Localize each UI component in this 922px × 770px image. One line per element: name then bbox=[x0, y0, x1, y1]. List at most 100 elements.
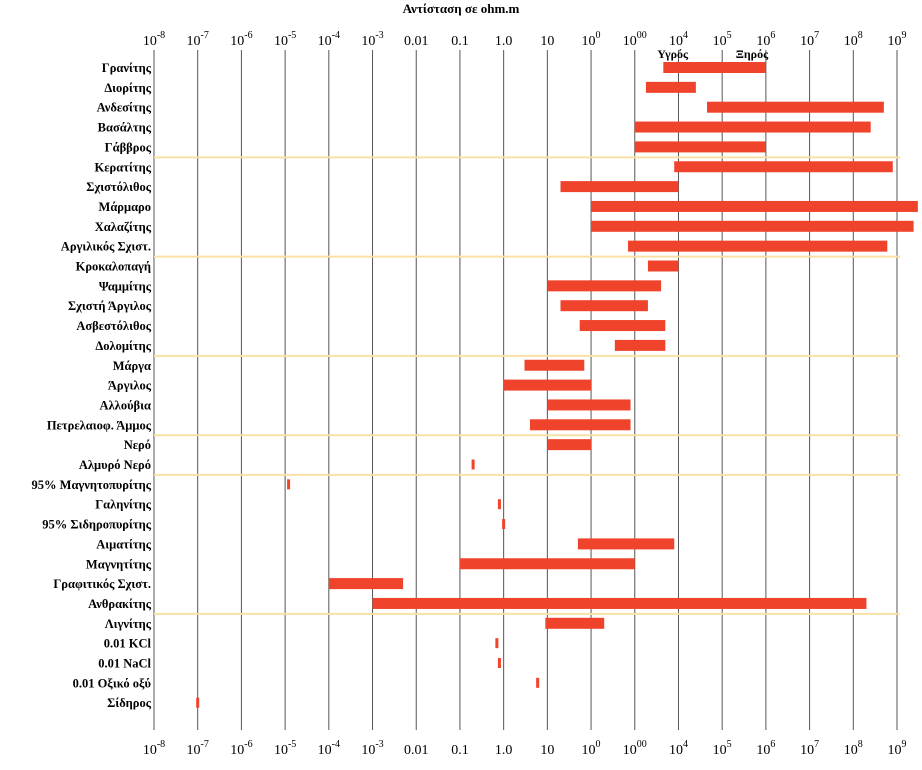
range-bar bbox=[524, 359, 585, 371]
row-label: Λιγνίτης bbox=[105, 617, 152, 631]
tick-label-top: 106 bbox=[756, 30, 775, 49]
tick-label-top: 10-4 bbox=[318, 30, 340, 49]
top-tick-labels: 10-8 10-7 10-6 10-5 10-4 10-3 0.01 0.1 1.0 10 100 1… bbox=[143, 30, 907, 49]
tick-label-top: 10-6 bbox=[230, 30, 252, 49]
tick-label-bottom: 100 bbox=[582, 739, 601, 758]
row-label: Ψαμμίτης bbox=[99, 279, 152, 293]
tick-label-bottom: 10-3 bbox=[361, 739, 383, 758]
tick-label-bottom: 107 bbox=[800, 739, 819, 758]
row-label: Ασβεστόλιθος bbox=[76, 319, 151, 333]
tick-label-bottom: 105 bbox=[713, 739, 732, 758]
row-label: Αργιλικός Σχιστ. bbox=[61, 240, 151, 254]
range-bar bbox=[471, 459, 475, 470]
tick-label-top: 0.1 bbox=[451, 34, 469, 49]
range-bar bbox=[634, 141, 766, 153]
range-bar bbox=[196, 697, 200, 708]
row-label: Σχιστόλιθος bbox=[86, 180, 151, 194]
row-label: Σχιστή Άργιλος bbox=[68, 299, 152, 313]
row-label: Δολομίτης bbox=[95, 339, 151, 353]
row-label: Χαλαζίτης bbox=[95, 220, 152, 234]
range-bar bbox=[372, 597, 867, 609]
range-bar bbox=[497, 658, 501, 668]
range-bar bbox=[560, 300, 648, 312]
annotation-dry: Ξηρός bbox=[735, 47, 769, 61]
tick-label-bottom: 10-5 bbox=[274, 739, 296, 758]
tick-label-top: 1.0 bbox=[495, 34, 513, 49]
tick-label-top: 0.01 bbox=[404, 34, 429, 49]
row-label: 95% Σιδηροπυρίτης bbox=[42, 518, 151, 532]
row-label: Γαληνίτης bbox=[95, 498, 151, 512]
tick-label-top: 10-7 bbox=[187, 30, 209, 49]
range-bars bbox=[196, 62, 918, 708]
row-label: 0.01 Οξικό οξύ bbox=[73, 676, 152, 690]
tick-label-top: 10 bbox=[540, 34, 554, 49]
range-bar bbox=[579, 320, 666, 332]
tick-label-top: 105 bbox=[713, 30, 732, 49]
tick-label-top: 104 bbox=[669, 30, 688, 49]
tick-label-top: 108 bbox=[844, 30, 863, 49]
tick-label-top: 109 bbox=[888, 30, 907, 49]
tick-label-top: 10-3 bbox=[361, 30, 383, 49]
tick-label-bottom: 0.1 bbox=[451, 743, 469, 758]
chart-title: Αντίσταση σε ohm.m bbox=[402, 1, 520, 16]
range-bar bbox=[707, 101, 884, 113]
row-labels: Γρανίτης Διορίτης Ανδεσίτης Βασάλτης Γάββρος… bbox=[32, 61, 152, 710]
row-label: Αλμυρό Νερό bbox=[79, 458, 151, 472]
tick-label-top: 1000 bbox=[623, 30, 647, 49]
range-bar bbox=[591, 220, 914, 232]
tick-label-bottom: 108 bbox=[844, 739, 863, 758]
row-label: Ανδεσίτης bbox=[97, 101, 152, 115]
row-label: Ανθρακίτης bbox=[88, 597, 152, 611]
range-bar bbox=[503, 379, 592, 391]
row-label: 95% Μαγνητοπυρίτης bbox=[32, 478, 152, 492]
tick-label-top: 100 bbox=[582, 30, 601, 49]
row-label: Γραφιτικός Σχιστ. bbox=[53, 577, 151, 591]
row-label: Μαγνητίτης bbox=[86, 557, 152, 571]
tick-label-bottom: 10-7 bbox=[187, 739, 209, 758]
range-bar bbox=[547, 399, 631, 411]
tick-label-bottom: 10 bbox=[540, 743, 554, 758]
range-bar bbox=[577, 538, 675, 550]
tick-label-bottom: 109 bbox=[888, 739, 907, 758]
row-label: Μάρμαρο bbox=[99, 200, 151, 214]
range-bar bbox=[536, 677, 540, 688]
tick-label-top: 10-5 bbox=[274, 30, 296, 49]
range-bar bbox=[614, 339, 666, 351]
range-bar bbox=[545, 617, 605, 629]
tick-label-bottom: 104 bbox=[669, 739, 688, 758]
range-bar bbox=[647, 260, 679, 272]
range-bar bbox=[529, 419, 631, 431]
annotation-wet: Υγρός bbox=[657, 47, 689, 61]
range-bar bbox=[497, 499, 501, 510]
tick-label-top: 107 bbox=[800, 30, 819, 49]
tick-label-bottom: 10-8 bbox=[143, 739, 165, 758]
grid-lines bbox=[153, 50, 898, 730]
row-label: 0.01 KCl bbox=[104, 637, 152, 651]
bottom-tick-labels: 10-8 10-7 10-6 10-5 10-4 10-3 0.01 0.1 1.0 10 100 1… bbox=[143, 739, 907, 758]
range-bar bbox=[502, 519, 506, 530]
range-bar bbox=[674, 161, 893, 173]
tick-label-bottom: 10-6 bbox=[230, 739, 252, 758]
row-label: Κροκαλοπαγή bbox=[76, 260, 151, 274]
row-label: Μάργα bbox=[113, 359, 151, 373]
range-bar bbox=[547, 439, 592, 451]
range-bar bbox=[560, 181, 679, 193]
group-separators bbox=[154, 156, 900, 615]
row-label: Αλλούβια bbox=[100, 398, 152, 412]
row-label: Γρανίτης bbox=[102, 61, 152, 75]
tick-label-bottom: 1.0 bbox=[495, 743, 513, 758]
range-bar bbox=[634, 121, 871, 133]
row-label: Κερατίτης bbox=[94, 160, 151, 174]
range-bar bbox=[591, 200, 918, 212]
range-bar bbox=[328, 578, 404, 590]
range-bar bbox=[547, 280, 662, 292]
range-bar bbox=[645, 81, 696, 93]
range-bar bbox=[627, 240, 888, 252]
range-bar bbox=[663, 62, 766, 73]
row-label: Βασάλτης bbox=[98, 121, 152, 135]
row-label: Διορίτης bbox=[104, 81, 151, 95]
row-label: 0.01 NaCl bbox=[98, 657, 151, 671]
row-label: Πετρελαιοφ. Άμμος bbox=[47, 418, 152, 432]
tick-label-top: 10-8 bbox=[143, 30, 165, 49]
